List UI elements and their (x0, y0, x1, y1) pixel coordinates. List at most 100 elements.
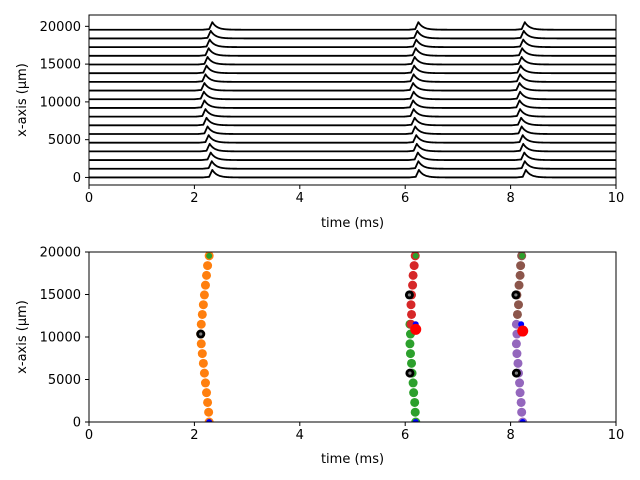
scatter-point (197, 349, 207, 359)
scatter-points (196, 252, 529, 422)
scatter-point (200, 280, 210, 290)
y-tick-label: 15000 (40, 58, 81, 73)
scatter-point (198, 300, 208, 310)
top-axes-frame (88, 14, 617, 186)
y-tick-label: 5000 (48, 133, 81, 148)
trace-line (88, 116, 617, 127)
trace-line (88, 29, 617, 40)
trace-line (88, 142, 617, 153)
scatter-point (196, 319, 206, 329)
bottom-x-ticks: 0 2 4 6 8 10 (85, 422, 624, 443)
trace-line (88, 90, 617, 101)
trace-line (88, 99, 617, 109)
initiation-marker-core (407, 293, 412, 297)
trace-line (88, 168, 617, 179)
scatter-point (408, 270, 418, 280)
scatter-point (409, 261, 419, 271)
top-x-axis-label: time (ms) (321, 216, 384, 231)
scatter-point (203, 397, 213, 407)
scatter-point (409, 388, 419, 398)
trace-line (88, 73, 617, 83)
initiation-marker-core (199, 332, 203, 336)
scatter-point (406, 300, 416, 310)
scatter-point (202, 388, 212, 398)
scatter-point (515, 378, 525, 388)
scatter-point (199, 290, 209, 300)
bottom-x-axis-label: time (ms) (321, 452, 384, 467)
x-tick-label: 4 (296, 191, 304, 206)
y-tick-label: 15000 (40, 288, 81, 303)
top-chart-traces: 0 2 4 6 8 10 0 5000 10000 15000 20000 time (ms) x… (15, 14, 624, 231)
x-tick-label: 4 (296, 428, 304, 443)
scatter-point (517, 407, 527, 417)
scatter-point (514, 280, 524, 290)
bottom-y-axis-label: x-axis (μm) (15, 300, 30, 374)
scatter-point (199, 368, 209, 378)
top-y-ticks: 0 5000 10000 15000 20000 (40, 20, 89, 186)
end-marker (206, 252, 213, 259)
x-tick-label: 8 (506, 428, 514, 443)
initiation-marker-core (514, 293, 518, 297)
scatter-point (515, 388, 525, 398)
bottom-chart-scatter: 0 2 4 6 8 10 0 5000 10000 15000 20000 time (ms) x… (15, 246, 624, 468)
scatter-point (405, 339, 415, 349)
initiation-marker-core (408, 371, 412, 375)
trace-line (88, 151, 617, 161)
scatter-point (204, 407, 214, 417)
initiation-marker-core (514, 371, 518, 375)
scatter-point (511, 319, 521, 329)
scatter-point (203, 261, 213, 271)
scatter-point (514, 300, 524, 310)
y-tick-label: 20000 (40, 246, 81, 261)
trace-line (88, 38, 617, 49)
x-tick-label: 2 (190, 428, 198, 443)
y-tick-label: 5000 (48, 373, 81, 388)
x-tick-label: 2 (190, 191, 198, 206)
collision-marker (206, 419, 213, 422)
y-tick-label: 0 (73, 171, 81, 186)
y-tick-label: 10000 (40, 95, 81, 110)
scatter-point (516, 261, 526, 271)
end-marker (412, 252, 419, 259)
scatter-point (198, 358, 208, 368)
scatter-point (408, 280, 418, 290)
scatter-point (516, 397, 526, 407)
bottom-y-ticks: 0 5000 10000 15000 20000 (40, 246, 89, 431)
trace-line (88, 64, 617, 75)
y-tick-label: 20000 (40, 20, 81, 35)
scatter-point (200, 378, 210, 388)
x-tick-label: 6 (401, 428, 409, 443)
scatter-point (512, 309, 522, 319)
x-tick-label: 0 (85, 191, 93, 206)
scatter-point (410, 407, 420, 417)
end-marker (519, 252, 526, 259)
collision-marker (519, 419, 526, 422)
scatter-point (513, 358, 523, 368)
x-tick-label: 6 (401, 191, 409, 206)
scatter-point (407, 309, 417, 319)
scatter-point (515, 270, 525, 280)
x-tick-label: 10 (608, 191, 625, 206)
scatter-point (196, 339, 206, 349)
x-tick-label: 0 (85, 428, 93, 443)
trace-line (88, 125, 617, 135)
top-x-ticks: 0 2 4 6 8 10 (85, 185, 624, 206)
scatter-point (408, 378, 418, 388)
scatter-point (512, 349, 522, 359)
trace-line (88, 47, 617, 57)
collision-marker (517, 325, 529, 337)
collision-marker (412, 419, 419, 422)
trace-line (88, 82, 617, 92)
trace-lines (88, 21, 617, 179)
scatter-point (405, 349, 415, 359)
scatter-point (202, 270, 212, 280)
y-tick-label: 10000 (40, 331, 81, 346)
scatter-point (410, 397, 420, 407)
trace-line (88, 134, 617, 144)
trace-line (88, 108, 617, 118)
x-tick-label: 10 (608, 428, 625, 443)
x-tick-label: 8 (506, 191, 514, 206)
collision-marker (410, 323, 422, 335)
